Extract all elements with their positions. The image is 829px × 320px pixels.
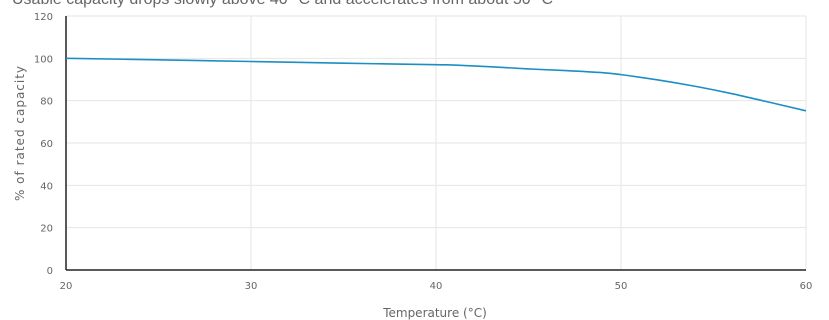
x-tick-label: 60 — [800, 281, 813, 292]
y-tick-label: 120 — [34, 12, 53, 23]
y-tick-label: 60 — [40, 139, 53, 150]
y-tick-label: 20 — [40, 224, 53, 235]
x-tick-label: 20 — [60, 281, 73, 292]
x-tick-label: 50 — [615, 281, 628, 292]
x-axis-title: Temperature (°C) — [382, 306, 487, 320]
y-tick-label: 100 — [34, 54, 53, 65]
chart-title: Usable capacity drops slowly above 40 °C… — [12, 0, 822, 9]
tick-labels: 20 30 40 50 60 0 20 40 60 80 100 120 — [34, 12, 812, 292]
series-line — [65, 57, 807, 112]
x-tick-label: 40 — [430, 281, 443, 292]
y-tick-label: 0 — [47, 266, 53, 277]
y-tick-label: 80 — [40, 97, 53, 108]
y-tick-label: 40 — [40, 181, 53, 192]
grid-lines — [65, 15, 807, 271]
series-lines — [65, 57, 807, 112]
y-axis-title: % of rated capacity — [13, 65, 27, 201]
x-tick-label: 30 — [245, 281, 258, 292]
